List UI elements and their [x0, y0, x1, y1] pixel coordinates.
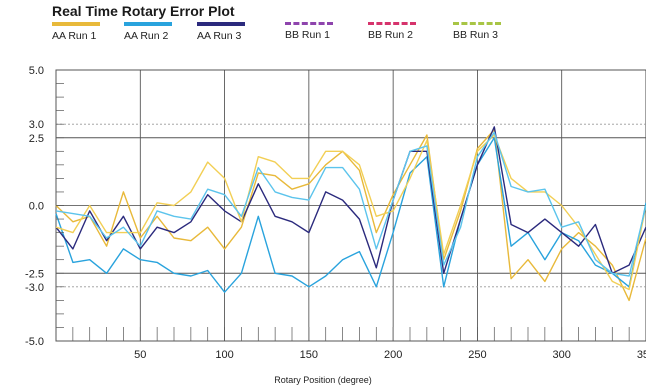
x-tick-label: 150 [300, 349, 318, 361]
legend-item-bb-run-2: BB Run 2 [368, 22, 448, 41]
legend-swatch [52, 22, 100, 26]
axis-ticks: 5.0 3.0 2.5 0.0 -2.5 -3.0 -5.0 50 100 150 200 250 30… [25, 65, 646, 361]
series-line-aa-run-3 [55, 126, 646, 274]
x-tick-label: 100 [215, 349, 233, 361]
x-tick-label: 200 [384, 349, 402, 361]
legend-swatch [368, 22, 416, 25]
y-tick-label: -5.0 [25, 336, 44, 348]
legend-label: BB Run 2 [368, 29, 413, 41]
legend-swatch [453, 22, 501, 25]
x-tick-label: 300 [553, 349, 571, 361]
legend-swatch [197, 22, 245, 26]
legend-item-bb-run-1: BB Run 1 [285, 22, 365, 41]
y-tick-label: -2.5 [25, 268, 44, 280]
legend-label: AA Run 1 [52, 30, 97, 42]
legend-item-aa-run-3: AA Run 3 [197, 22, 277, 42]
legend-swatch [124, 22, 172, 26]
legend-item-bb-run-3: BB Run 3 [453, 22, 533, 41]
x-tick-label: 350 [637, 349, 646, 361]
y-tick-label: 0.0 [29, 201, 44, 213]
series-line-aa-run-2 [55, 137, 646, 293]
x-axis-label: Rotary Position (degree) [274, 375, 372, 385]
legend-label: BB Run 3 [453, 29, 498, 41]
y-tick-label: 5.0 [29, 65, 44, 77]
legend-item-aa-run-2: AA Run 2 [124, 22, 204, 42]
chart-title: Real Time Rotary Error Plot [52, 3, 235, 19]
legend-label: AA Run 3 [197, 30, 242, 42]
series-line-unlabeled [55, 131, 646, 277]
y-tick-label: 2.5 [29, 133, 44, 145]
legend-item-aa-run-1: AA Run 1 [52, 22, 132, 42]
series-line-aa-run-1 [55, 128, 646, 302]
x-tick-label: 250 [468, 349, 486, 361]
legend-label: AA Run 2 [124, 30, 169, 42]
legend-label: BB Run 1 [285, 29, 330, 41]
y-tick-label: 3.0 [29, 119, 44, 131]
x-tick-label: 50 [134, 349, 146, 361]
legend-swatch [285, 22, 333, 25]
y-tick-label: -3.0 [25, 282, 44, 294]
grid [56, 70, 646, 341]
series-layer [55, 126, 646, 302]
